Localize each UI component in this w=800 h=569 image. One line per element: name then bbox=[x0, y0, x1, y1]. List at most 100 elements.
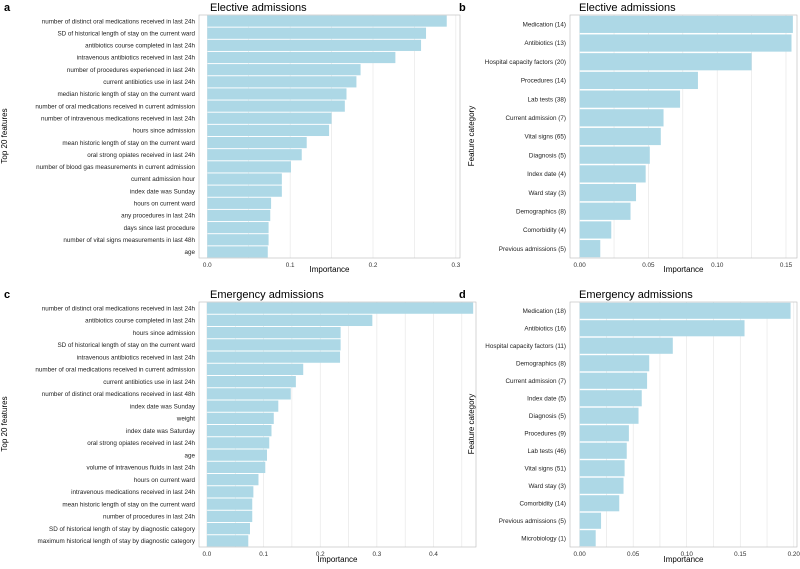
category-label: Diagnosis (5) bbox=[529, 413, 566, 420]
x-tick-label: 0.05 bbox=[627, 551, 640, 558]
bar bbox=[206, 449, 267, 461]
category-label: intravenous antibiotics received in last… bbox=[77, 354, 196, 361]
bar bbox=[206, 302, 474, 314]
bar bbox=[579, 202, 631, 220]
panel-letter: b bbox=[459, 2, 466, 14]
bar bbox=[579, 337, 673, 354]
category-label: index date was Sunday bbox=[130, 188, 196, 195]
category-label: weight bbox=[176, 416, 195, 423]
category-label: number of intravenous medications receiv… bbox=[41, 115, 196, 122]
x-tick-label: 0.0 bbox=[203, 551, 212, 558]
bar bbox=[207, 51, 396, 64]
bar bbox=[579, 15, 793, 33]
bar bbox=[579, 320, 745, 337]
x-tick-label: 0.3 bbox=[372, 551, 381, 558]
category-label: SD of historical length of stay on the c… bbox=[57, 342, 195, 349]
category-label: age bbox=[184, 249, 195, 256]
category-label: hours on current ward bbox=[134, 477, 196, 484]
category-label: median historic length of stay on the cu… bbox=[57, 91, 195, 98]
x-tick-label: 0.3 bbox=[451, 262, 460, 269]
category-label: mean historic length of stay on the curr… bbox=[62, 140, 195, 147]
bar bbox=[579, 71, 698, 90]
category-label: Medication (14) bbox=[523, 22, 566, 29]
panel-letter: d bbox=[459, 289, 466, 301]
x-tick-label: 0.05 bbox=[642, 262, 655, 269]
x-axis-title: Importance bbox=[309, 265, 350, 274]
y-axis-title: Feature category bbox=[467, 394, 476, 454]
category-label: Antibiotics (16) bbox=[524, 325, 566, 332]
category-label: Vital signs (65) bbox=[524, 134, 566, 141]
bar bbox=[207, 39, 422, 51]
gridlines bbox=[206, 302, 463, 547]
category-label: SD of historical length of stay by diagn… bbox=[49, 526, 196, 533]
category-label: hours since admission bbox=[133, 330, 196, 337]
bar bbox=[207, 209, 271, 222]
x-tick-label: 0.2 bbox=[316, 551, 325, 558]
category-label: Lab tests (46) bbox=[527, 448, 566, 455]
x-tick-label: 0.1 bbox=[259, 551, 268, 558]
bar bbox=[206, 400, 279, 412]
category-label: number of procedures experienced in last… bbox=[67, 67, 196, 74]
bar bbox=[579, 221, 612, 239]
bar bbox=[207, 136, 307, 149]
category-label: Comorbidity (14) bbox=[519, 500, 566, 507]
x-tick-label: 0.15 bbox=[780, 262, 793, 269]
bar bbox=[206, 363, 304, 376]
x-tick-label: 0.15 bbox=[734, 551, 747, 558]
category-label: current antibiotics use in last 24h bbox=[103, 79, 195, 86]
x-axis-title: Importance bbox=[663, 555, 704, 564]
bar bbox=[207, 112, 332, 124]
bar bbox=[579, 90, 681, 108]
bar bbox=[579, 183, 637, 202]
bar bbox=[579, 302, 791, 319]
bar bbox=[579, 530, 596, 547]
category-label: index date was Sunday bbox=[130, 403, 196, 410]
panel-title: Elective admissions bbox=[210, 2, 307, 14]
bar bbox=[206, 424, 272, 437]
category-label: number of vital signs measurements in la… bbox=[63, 237, 195, 244]
bar bbox=[206, 535, 249, 547]
category-label: antibiotics course completed in last 24h bbox=[85, 318, 195, 325]
bar bbox=[579, 407, 639, 424]
category-label: Current admission (7) bbox=[505, 115, 566, 122]
bar bbox=[206, 522, 250, 535]
category-label: mean historic length of stay on the curr… bbox=[62, 501, 195, 508]
bar bbox=[579, 372, 648, 389]
bar bbox=[206, 510, 253, 523]
category-label: hours on current ward bbox=[134, 201, 196, 208]
bar bbox=[206, 351, 341, 363]
category-label: Hospital capacity factors (20) bbox=[485, 59, 566, 66]
category-label: maximum historical length of stay by dia… bbox=[38, 538, 196, 545]
bar bbox=[207, 64, 361, 76]
x-tick-label: 0.4 bbox=[429, 551, 438, 558]
category-label: Ward stay (3) bbox=[528, 190, 566, 197]
category-label: age bbox=[184, 452, 195, 459]
category-label: Demographics (8) bbox=[516, 208, 566, 215]
plot-frame bbox=[198, 301, 477, 548]
panel-a-elective-features: a Elective admissions number of distinct o… bbox=[0, 2, 461, 274]
category-label: days since last procedure bbox=[124, 225, 196, 232]
category-label: Vital signs (51) bbox=[524, 465, 566, 472]
category-label: Antibiotics (13) bbox=[524, 40, 566, 47]
x-tick-label: 0.10 bbox=[681, 551, 694, 558]
x-tick-label: 0.0 bbox=[203, 262, 212, 269]
category-label: Current admission (7) bbox=[505, 378, 566, 385]
category-label: Index date (4) bbox=[527, 171, 566, 178]
category-label: hours since admission bbox=[133, 128, 196, 135]
bar bbox=[579, 34, 792, 52]
bar bbox=[207, 173, 282, 185]
panel-title: Emergency admissions bbox=[210, 289, 324, 301]
bar bbox=[206, 498, 253, 510]
bar bbox=[207, 185, 282, 197]
bar bbox=[579, 240, 601, 258]
panel-c-emergency-features: c Emergency admissions number of distinct … bbox=[0, 289, 477, 564]
category-label: number of procedures in last 24h bbox=[103, 514, 196, 521]
bar bbox=[579, 109, 664, 127]
x-tick-label: 0.1 bbox=[286, 262, 295, 269]
bar bbox=[579, 460, 625, 477]
bar bbox=[207, 76, 357, 88]
bar bbox=[206, 388, 291, 400]
category-label: Previous admissions (5) bbox=[499, 246, 566, 253]
x-tick-label: 0.00 bbox=[573, 262, 586, 269]
